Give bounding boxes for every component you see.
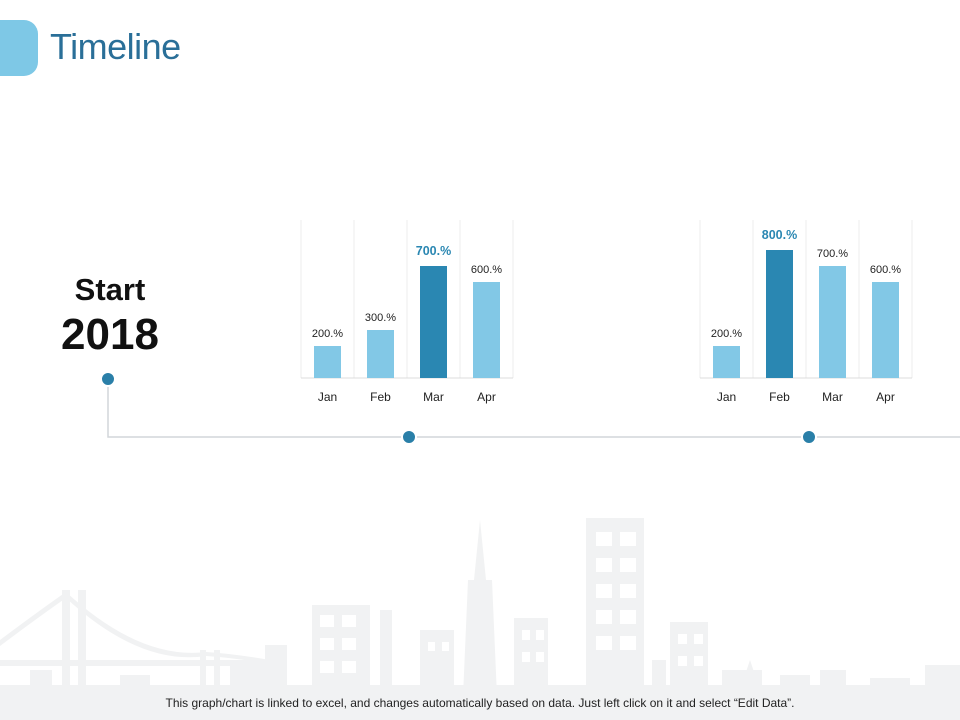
- footer-note: This graph/chart is linked to excel, and…: [165, 696, 795, 710]
- tick-label-feb: Feb: [370, 390, 391, 404]
- data-label-apr: 600.%: [870, 264, 901, 276]
- tick-label-mar: Mar: [822, 390, 843, 404]
- page-title: Timeline: [50, 26, 181, 67]
- data-label-feb: 800.%: [762, 228, 797, 242]
- data-label-jan: 200.%: [711, 328, 742, 340]
- start-label: Start: [74, 272, 146, 307]
- start-year: 2018: [61, 310, 159, 359]
- tick-label-apr: Apr: [876, 390, 895, 404]
- bar-jan: [314, 346, 341, 378]
- bar-mar: [420, 266, 447, 378]
- bar-chart-1: 200.% Jan 300.% Feb 700.% Mar 600.% Apr: [300, 220, 514, 404]
- timeline: [100, 371, 960, 445]
- tick-label-mar: Mar: [423, 390, 444, 404]
- tick-label-apr: Apr: [477, 390, 496, 404]
- timeline-line: [107, 380, 960, 438]
- skyline-decoration: [0, 518, 960, 720]
- bar-jan: [713, 346, 740, 378]
- bar-apr: [473, 282, 500, 378]
- timeline-start-dot: [100, 371, 116, 387]
- bar-feb: [766, 250, 793, 378]
- bar-apr: [872, 282, 899, 378]
- bar-feb: [367, 330, 394, 378]
- tick-label-jan: Jan: [318, 390, 337, 404]
- data-label-jan: 200.%: [312, 328, 343, 340]
- data-label-mar: 700.%: [817, 248, 848, 260]
- title-accent-tab: [0, 20, 38, 76]
- tick-label-jan: Jan: [717, 390, 736, 404]
- tick-label-feb: Feb: [769, 390, 790, 404]
- data-label-feb: 300.%: [365, 312, 396, 324]
- data-label-mar: 700.%: [416, 244, 451, 258]
- timeline-dot-1: [401, 429, 417, 445]
- bar-chart-2: 200.% Jan 800.% Feb 700.% Mar 600.% Apr: [699, 220, 913, 404]
- data-label-apr: 600.%: [471, 264, 502, 276]
- timeline-dot-2: [801, 429, 817, 445]
- bar-mar: [819, 266, 846, 378]
